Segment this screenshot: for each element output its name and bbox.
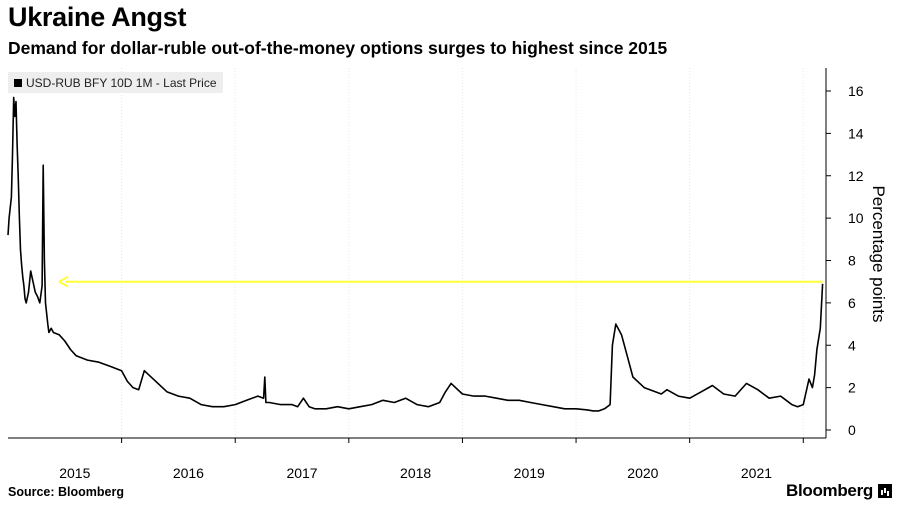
chart-title: Ukraine Angst (8, 2, 187, 32)
legend-swatch (14, 78, 22, 87)
legend: USD-RUB BFY 10D 1M - Last Price (8, 72, 223, 93)
bar-chart-icon (878, 484, 892, 498)
y-tick-label-16: 16 (848, 83, 864, 99)
series-line-0 (7, 96, 824, 412)
y-tick-label-0: 0 (848, 422, 856, 438)
x-tick-label-2018: 2018 (400, 465, 431, 481)
y-tick-label-2: 2 (848, 380, 856, 396)
y-axis: 0 2 4 6 8 10 12 14 16 Percentage points (825, 68, 888, 438)
chart-subtitle: Demand for dollar-ruble out-of-the-money… (8, 38, 668, 58)
y-tick-label-14: 14 (848, 125, 864, 141)
series-group (7, 96, 824, 412)
source-note: Source: Bloomberg (8, 485, 124, 499)
grid-lines (121, 68, 804, 438)
legend-label: USD-RUB BFY 10D 1M - Last Price (26, 75, 217, 90)
brand-logo: Bloomberg (786, 481, 892, 501)
x-tick-label-2019: 2019 (514, 465, 545, 481)
brand-name: Bloomberg (785, 481, 873, 500)
x-axis: 2015 2016 2017 2018 2019 2020 2021 (8, 437, 826, 481)
x-tick-label-2017: 2017 (286, 465, 317, 481)
annotation-arrow-head (58, 275, 69, 288)
x-tick-label-2020: 2020 (627, 465, 658, 481)
y-axis-label: Percentage points (869, 185, 888, 322)
annotation-group (58, 275, 823, 288)
x-tick-label-2016: 2016 (173, 465, 204, 481)
y-tick-label-10: 10 (848, 210, 864, 226)
y-tick-label-6: 6 (848, 295, 856, 311)
y-tick-label-8: 8 (848, 253, 856, 269)
x-tick-label-2021: 2021 (741, 465, 772, 481)
y-tick-label-12: 12 (848, 168, 864, 184)
x-tick-label-2015: 2015 (59, 465, 90, 481)
y-tick-label-4: 4 (848, 337, 856, 353)
